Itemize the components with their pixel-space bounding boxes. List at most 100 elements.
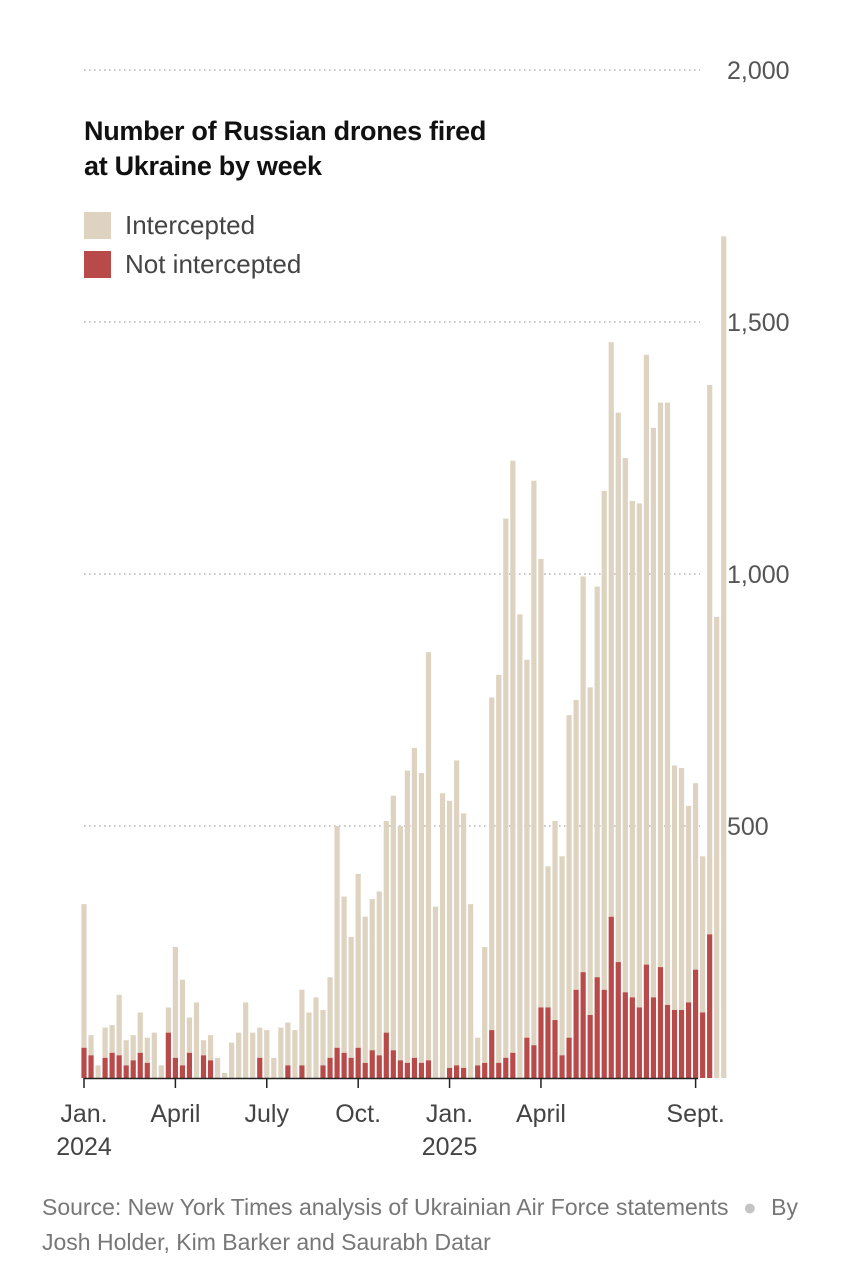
source-note: Source: New York Times analysis of Ukrai… — [42, 1190, 822, 1260]
source-text: Source: New York Times analysis of Ukrai… — [42, 1194, 729, 1220]
legend-item-intercepted: Intercepted — [84, 206, 301, 245]
bar-intercepted — [130, 1035, 136, 1061]
bar-not-intercepted — [411, 1057, 418, 1078]
bar-intercepted — [222, 1072, 228, 1078]
bar-intercepted — [439, 793, 446, 1078]
bar-not-intercepted — [109, 1052, 115, 1078]
bar-intercepted — [383, 820, 389, 1033]
separator-dot-icon: ● — [742, 1194, 757, 1220]
bar-intercepted — [608, 342, 614, 917]
y-axis: 500 1,000 1,500 2,000 — [727, 57, 790, 841]
bar-intercepted — [369, 899, 375, 1051]
bar-intercepted — [264, 1030, 270, 1078]
bar-intercepted — [81, 904, 87, 1048]
bar-not-intercepted — [179, 1065, 186, 1078]
bar-intercepted — [158, 1065, 164, 1078]
bar-not-intercepted — [137, 1052, 143, 1078]
bar-intercepted — [721, 236, 727, 1078]
bar-intercepted — [678, 768, 685, 1010]
y-tick-label: 2,000 — [727, 57, 790, 85]
bar-intercepted — [193, 1002, 200, 1078]
bar-intercepted — [538, 558, 544, 1008]
bar-not-intercepted — [707, 934, 713, 1078]
bar-not-intercepted — [531, 1045, 537, 1078]
bar-not-intercepted — [678, 1009, 685, 1078]
bar-intercepted — [257, 1027, 263, 1058]
bar-intercepted — [650, 427, 657, 998]
bar-not-intercepted — [601, 989, 607, 1078]
bar-intercepted — [475, 1037, 481, 1066]
legend-label-intercepted: Intercepted — [125, 210, 256, 240]
bar-not-intercepted — [510, 1052, 516, 1078]
bar-intercepted — [292, 1030, 298, 1078]
bar-not-intercepted — [664, 1004, 671, 1078]
bar-intercepted — [425, 652, 432, 1061]
bar-not-intercepted — [418, 1062, 425, 1078]
bar-not-intercepted — [475, 1065, 481, 1078]
bar-intercepted — [243, 1002, 249, 1078]
bar-intercepted — [341, 896, 347, 1053]
bar-intercepted — [622, 458, 628, 993]
bar-not-intercepted — [369, 1050, 375, 1078]
y-tick-label: 1,500 — [727, 309, 790, 337]
bar-not-intercepted — [489, 1030, 495, 1078]
bar-intercepted — [657, 402, 664, 968]
bar-intercepted — [587, 687, 593, 1015]
bar-not-intercepted — [461, 1067, 467, 1078]
bar-intercepted — [362, 916, 368, 1063]
bar-not-intercepted — [622, 992, 628, 1078]
chart-title: Number of Russian drones fired at Ukrain… — [84, 116, 487, 181]
x-axis: Jan. 2024 April July Oct. Jan. 2025 April Sept. — [56, 1077, 725, 1161]
bar-intercepted — [714, 616, 720, 1078]
bar-intercepted — [559, 856, 565, 1056]
bar-intercepted — [489, 697, 495, 1031]
bar-intercepted — [461, 813, 467, 1068]
bar-intercepted — [376, 891, 382, 1056]
x-tick-year-label: 2024 — [56, 1133, 112, 1161]
bar-not-intercepted — [327, 1057, 333, 1078]
bar-intercepted — [671, 765, 678, 1010]
bar-intercepted — [453, 760, 460, 1066]
bar-not-intercepted — [594, 977, 600, 1078]
bar-not-intercepted — [355, 1047, 361, 1078]
bar-intercepted — [123, 1040, 129, 1066]
x-tick-label: July — [245, 1100, 290, 1128]
bar-intercepted — [446, 800, 453, 1068]
bar-not-intercepted — [334, 1047, 340, 1078]
x-tick-label: April — [516, 1100, 566, 1128]
bar-intercepted — [411, 747, 418, 1058]
bar-intercepted — [404, 770, 410, 1063]
bar-not-intercepted — [144, 1062, 150, 1078]
bar-intercepted — [200, 1040, 207, 1056]
bar-intercepted — [707, 385, 713, 935]
bar-not-intercepted — [397, 1060, 403, 1078]
bar-not-intercepted — [496, 1062, 502, 1078]
bar-intercepted — [88, 1035, 94, 1056]
bar-intercepted — [580, 576, 586, 973]
bar-not-intercepted — [587, 1015, 593, 1078]
bar-intercepted — [594, 586, 600, 978]
bar-intercepted — [102, 1027, 108, 1058]
bar-not-intercepted — [700, 1012, 706, 1078]
bar-not-intercepted — [390, 1050, 396, 1078]
x-tick-label: Sept. — [666, 1100, 724, 1128]
bar-not-intercepted — [376, 1055, 382, 1078]
bar-intercepted — [172, 946, 178, 1058]
bar-intercepted — [693, 783, 699, 970]
bar-intercepted — [482, 946, 488, 1063]
bar-not-intercepted — [200, 1055, 207, 1078]
byline-text: By Josh Holder, Kim Barker and Saurabh D… — [42, 1194, 798, 1255]
bar-not-intercepted — [650, 997, 657, 1078]
bar-intercepted — [468, 904, 474, 1078]
bar-series — [81, 236, 727, 1078]
bar-not-intercepted — [186, 1052, 193, 1078]
bar-intercepted — [685, 805, 692, 1003]
bar-not-intercepted — [207, 1060, 214, 1078]
bar-not-intercepted — [482, 1062, 488, 1078]
bar-intercepted — [552, 820, 558, 1021]
bar-not-intercepted — [503, 1057, 509, 1078]
bar-not-intercepted — [453, 1065, 460, 1078]
bar-not-intercepted — [671, 1009, 678, 1078]
bar-not-intercepted — [566, 1037, 572, 1078]
